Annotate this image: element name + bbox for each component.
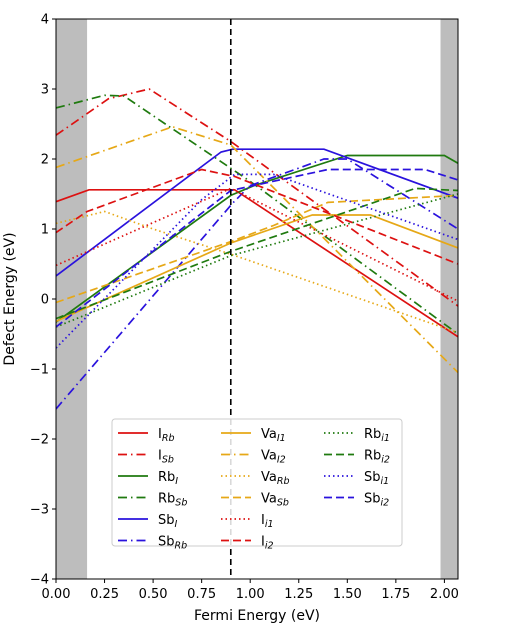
legend-label: RbSb: [158, 492, 187, 509]
y-tick-label: −3: [30, 503, 49, 518]
series-line-va-i2: [56, 125, 458, 374]
series-line-sb-i: [56, 148, 458, 277]
y-axis-label: Defect Energy (eV): [2, 232, 18, 365]
x-tick-label: 1.25: [284, 587, 313, 602]
legend-label: ISb: [158, 449, 174, 466]
legend-box: [111, 418, 403, 547]
x-tick-label: 0.75: [187, 587, 216, 602]
shaded-region-1: [440, 19, 458, 579]
series-line-sb-i2: [56, 168, 458, 328]
x-tick-label: 1.00: [236, 587, 265, 602]
x-tick-label: 1.75: [381, 587, 410, 602]
series-line-sb-i1: [56, 173, 458, 349]
y-tick-label: 2: [41, 153, 49, 168]
legend-label: VaI1: [261, 427, 286, 444]
legend-label: SbI: [158, 513, 178, 530]
legend-label: Sbi1: [364, 470, 389, 487]
legend-label: RbI: [158, 470, 178, 487]
y-tick-label: −2: [30, 433, 49, 448]
y-tick-label: 4: [41, 13, 49, 28]
series-line-i-i2: [56, 168, 458, 265]
x-tick-label: 0.25: [90, 587, 119, 602]
x-tick-label: 0.00: [42, 587, 71, 602]
legend-label: VaI2: [261, 449, 286, 466]
series-line-va-i1: [56, 214, 458, 323]
series-line-rb-i2: [56, 187, 458, 320]
legend-label: Ii1: [261, 513, 274, 530]
x-tick-label: 0.50: [139, 587, 168, 602]
series-line-rb-i1: [56, 193, 458, 328]
series-line-i-i1: [56, 187, 458, 302]
series-line-rb-sb: [56, 94, 458, 335]
x-tick-label: 1.50: [333, 587, 362, 602]
shaded-region-0: [56, 19, 88, 579]
legend-label: IRb: [158, 427, 174, 444]
series-line-rb-i: [56, 154, 458, 323]
x-tick-label: 2.00: [430, 587, 459, 602]
x-axis-label: Fermi Energy (eV): [194, 608, 320, 624]
series-line-i-sb: [56, 88, 458, 307]
legend-label: Rbi1: [364, 427, 390, 444]
legend-label: Ii2: [261, 535, 274, 552]
legend-label: Sbi2: [364, 492, 389, 509]
series-line-sb-rb: [56, 158, 458, 410]
y-tick-label: −1: [30, 363, 49, 378]
y-tick-label: 0: [41, 293, 49, 308]
series-line-i-rb: [56, 188, 458, 338]
legend-label: Rbi2: [364, 449, 390, 466]
y-tick-label: 3: [41, 83, 49, 98]
y-tick-label: −4: [30, 573, 49, 588]
series-line-va-sb: [56, 194, 458, 304]
legend-label: VaRb: [261, 470, 290, 487]
y-tick-label: 1: [41, 223, 49, 238]
legend-label: SbRb: [158, 535, 187, 552]
legend-label: VaSb: [261, 492, 289, 509]
